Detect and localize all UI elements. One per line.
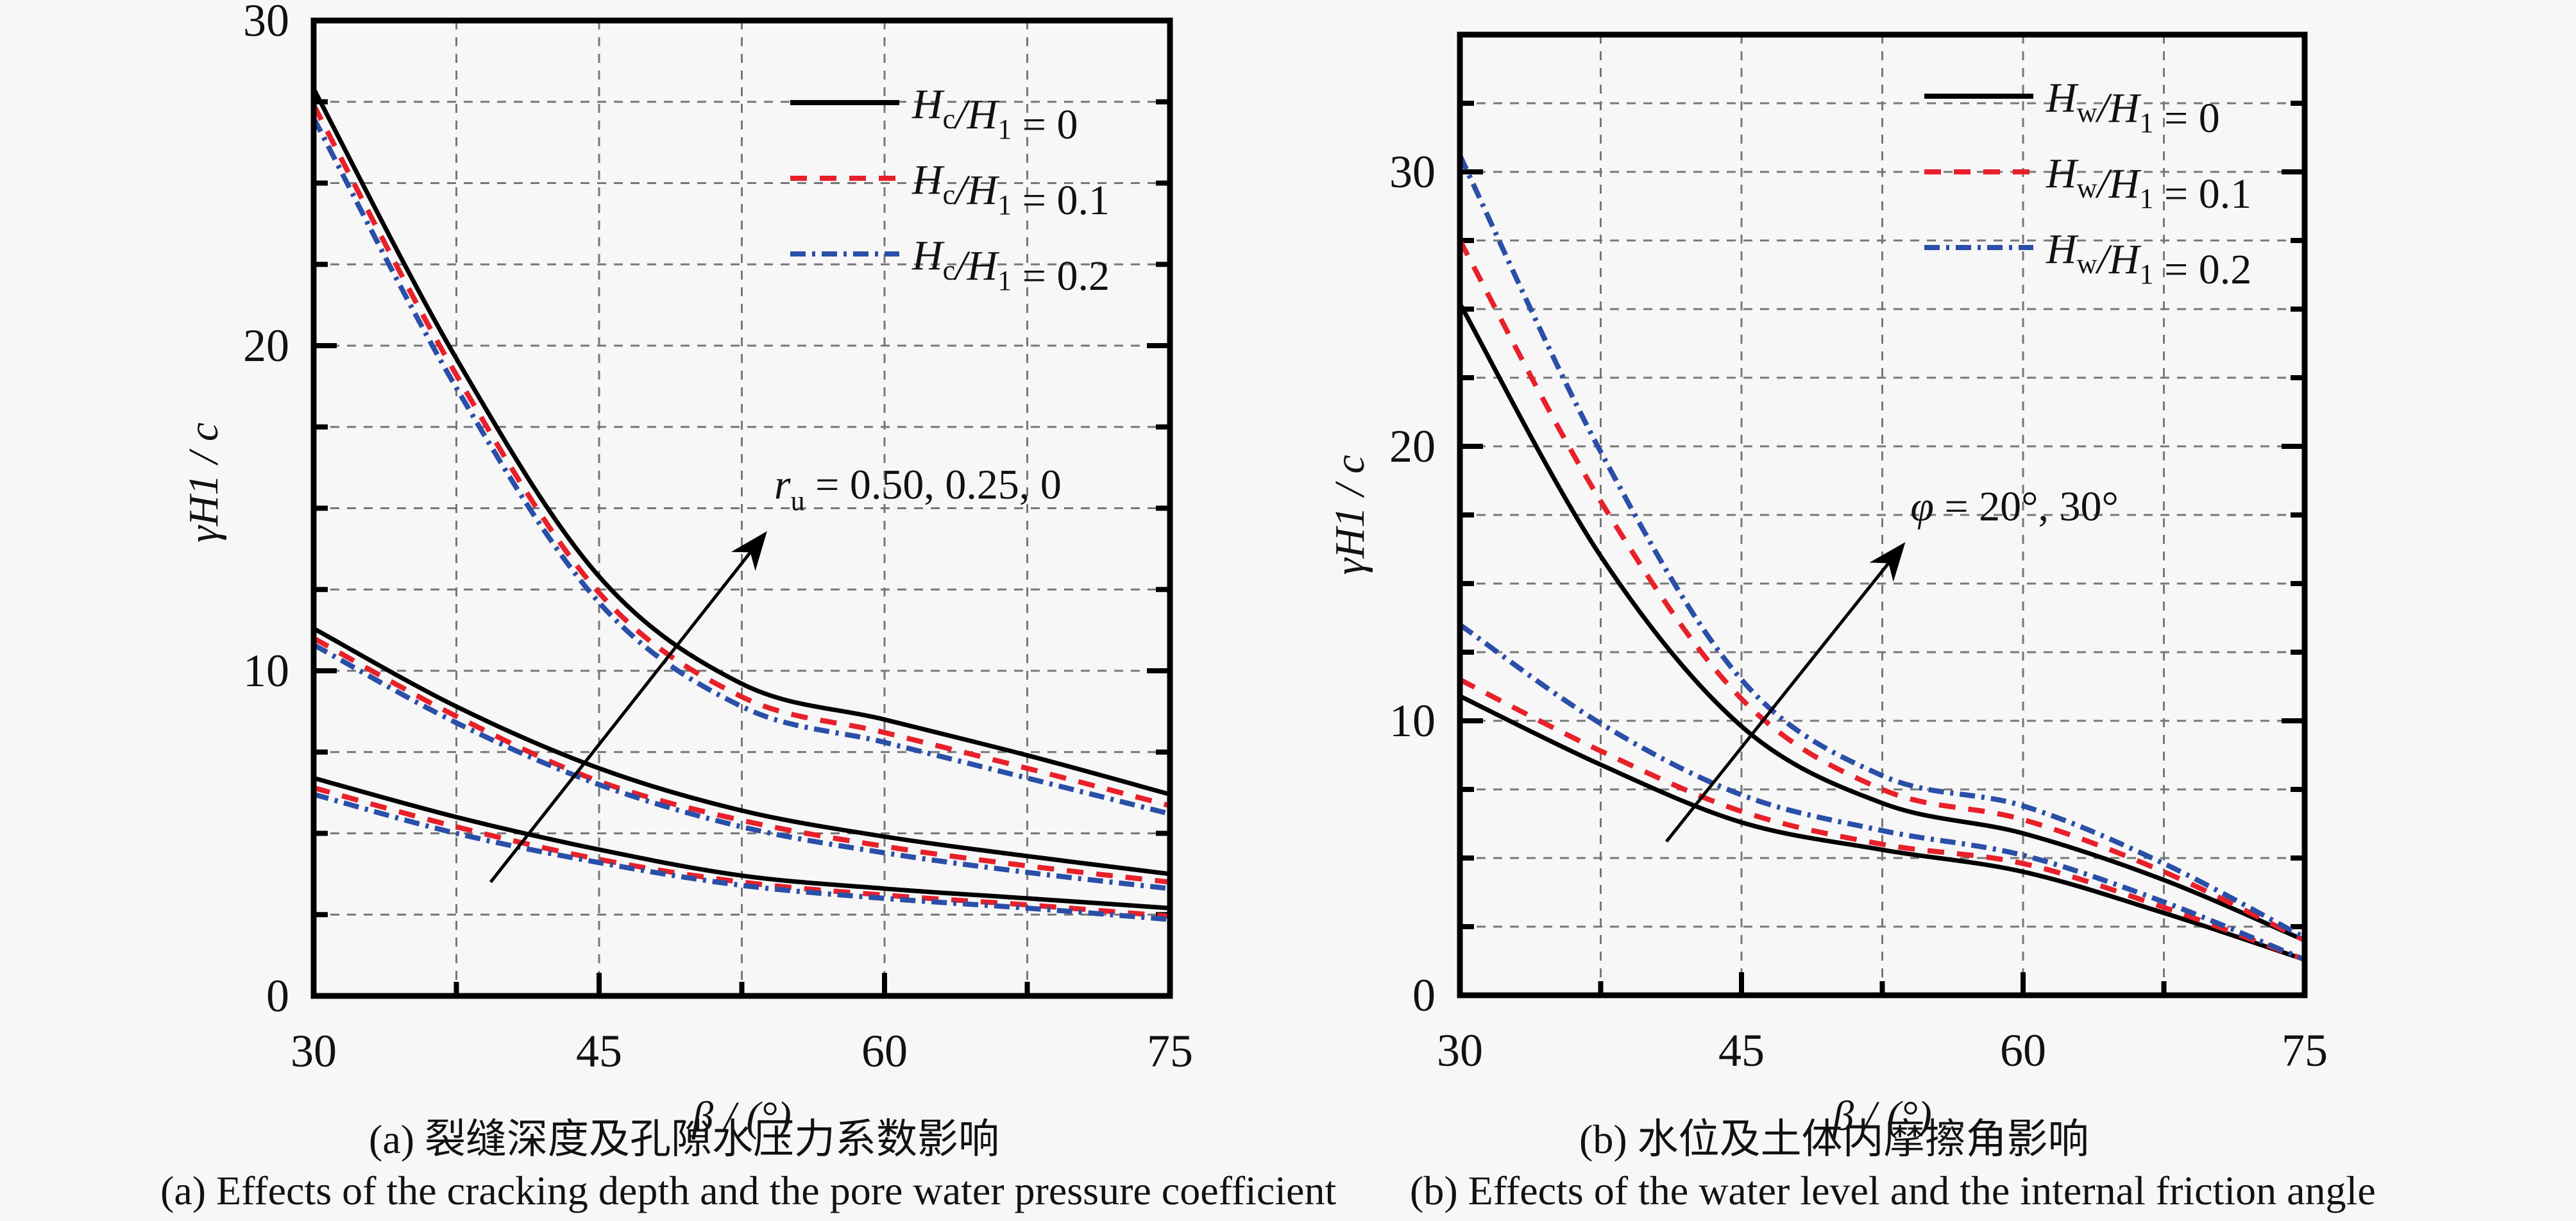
series-line-solid	[312, 627, 1171, 877]
series-line-dashdot	[312, 791, 1171, 922]
series-line-solid	[311, 87, 1171, 797]
y-tick-label: 30	[243, 0, 289, 46]
annotation-text: = 20°, 30°	[1934, 484, 2119, 530]
legend-text-part: H	[967, 91, 1000, 138]
grid	[314, 21, 1170, 996]
series-group	[311, 87, 1171, 922]
annotation-label: φ = 20°, 30°	[1910, 484, 2119, 530]
legend-text-part: H	[911, 232, 945, 279]
y-tick-label: 10	[1389, 695, 1436, 746]
caption-b-cn: (b) 水位及土体内摩擦角影响	[1579, 1116, 2089, 1162]
legend-text-part: H	[2046, 226, 2079, 273]
series-line-dashed	[312, 636, 1171, 885]
y-tick-label: 10	[243, 645, 289, 696]
plot-frame	[310, 17, 1173, 999]
caption-b-en: (b) Effects of the water level and the i…	[1410, 1168, 2376, 1213]
x-axis-label: β / (°)	[1831, 1093, 1932, 1140]
legend-text-part: H	[2046, 150, 2079, 197]
x-tick-label: 75	[2282, 1025, 2328, 1076]
series-line-dashdot	[311, 117, 1171, 816]
series-line-solid	[1459, 694, 2306, 962]
annotation-symbol: φ	[1910, 484, 1934, 530]
y-tick-label: 20	[243, 320, 289, 371]
legend-text-part: H	[2108, 236, 2142, 283]
x-tick-label: 30	[1437, 1025, 1483, 1076]
x-axis-label: β / (°)	[691, 1093, 792, 1140]
x-tick-label: 30	[291, 1025, 337, 1077]
legend-subscript: 1	[997, 114, 1012, 145]
annotation-arrow	[489, 531, 767, 884]
y-tick-label: 30	[1389, 146, 1436, 198]
legend-text-part: H	[967, 167, 1000, 214]
legend-subscript: c	[943, 255, 956, 286]
legend-subscript: 1	[2139, 107, 2153, 139]
legend-text-part: H	[2108, 85, 2142, 131]
legend-text-part: H	[2108, 160, 2142, 207]
series-group	[1457, 154, 2306, 963]
y-tick-label: 20	[1389, 421, 1436, 472]
plot-frame	[1457, 31, 2308, 998]
legend-subscript: 1	[997, 265, 1012, 296]
y-tick-label: 0	[1412, 970, 1436, 1021]
legend-label: Hw/H1 = 0	[2046, 74, 2220, 142]
x-tick-label: 60	[861, 1025, 908, 1077]
series-line-dashdot	[1458, 622, 2306, 963]
annotation-symbol: r	[774, 461, 791, 508]
legend-text-part: H	[967, 242, 1000, 289]
legend-text-part: H	[911, 81, 945, 128]
x-tick-label: 75	[1147, 1025, 1193, 1077]
legend-subscript: w	[2077, 97, 2097, 128]
legend-subscript: 1	[997, 189, 1012, 221]
legend-label: Hc/H1 = 0	[911, 81, 1078, 148]
caption-a-en: (a) Effects of the cracking depth and th…	[160, 1168, 1337, 1213]
legend-text-part: = 0	[1012, 101, 1078, 148]
legend-subscript: w	[2077, 248, 2097, 280]
legend-text-part: = 0.1	[1012, 177, 1110, 224]
series-line-solid	[313, 775, 1171, 911]
annotation-subscript: u	[791, 485, 805, 516]
legend-subscript: c	[943, 103, 956, 135]
legend-subscript: w	[2077, 173, 2097, 204]
caption-a-cn: (a) 裂缝深度及孔隙水压力系数影响	[369, 1116, 1000, 1162]
legend-subscript: 1	[2139, 183, 2153, 214]
series-line-dashdot	[312, 642, 1171, 891]
legend: Hw/H1 = 0 Hw/H1 = 0.1 Hw/H1 = 0.2	[1924, 74, 2251, 293]
legend-text-part: = 0	[2153, 95, 2219, 142]
legend-label: Hw/H1 = 0.2	[2046, 226, 2251, 293]
legend-label: Hc/H1 = 0.1	[911, 156, 1110, 224]
x-tick-label: 45	[1718, 1025, 1765, 1076]
y-axis-label: γH1 / c	[180, 423, 227, 543]
legend: Hc/H1 = 0 Hc/H1 = 0.1 Hc/H1 = 0.2	[790, 81, 1110, 299]
annotation-label: ru = 0.50, 0.25, 0	[774, 461, 1062, 516]
x-tick-label: 60	[2000, 1025, 2046, 1076]
y-tick-label: 0	[266, 970, 289, 1022]
legend-text-part: = 0.2	[1012, 253, 1110, 299]
legend-label: Hc/H1 = 0.2	[911, 232, 1110, 299]
legend-text-part: = 0.1	[2153, 171, 2251, 217]
annotation-text: = 0.50, 0.25, 0	[805, 461, 1062, 508]
legend-text-part: = 0.2	[2153, 246, 2251, 293]
series-line-solid	[1457, 302, 2306, 943]
legend-label: Hw/H1 = 0.1	[2046, 150, 2251, 217]
series-line-dashed	[1459, 677, 2306, 963]
legend-subscript: 1	[2139, 258, 2153, 290]
legend-text-part: H	[2046, 74, 2079, 121]
series-line-dashed	[312, 785, 1171, 919]
legend-subscript: c	[943, 179, 956, 210]
legend-text-part: H	[911, 156, 945, 203]
annotation-arrow	[1665, 542, 1906, 843]
y-axis-label: γH1 / c	[1326, 455, 1373, 575]
x-tick-label: 45	[576, 1025, 622, 1077]
